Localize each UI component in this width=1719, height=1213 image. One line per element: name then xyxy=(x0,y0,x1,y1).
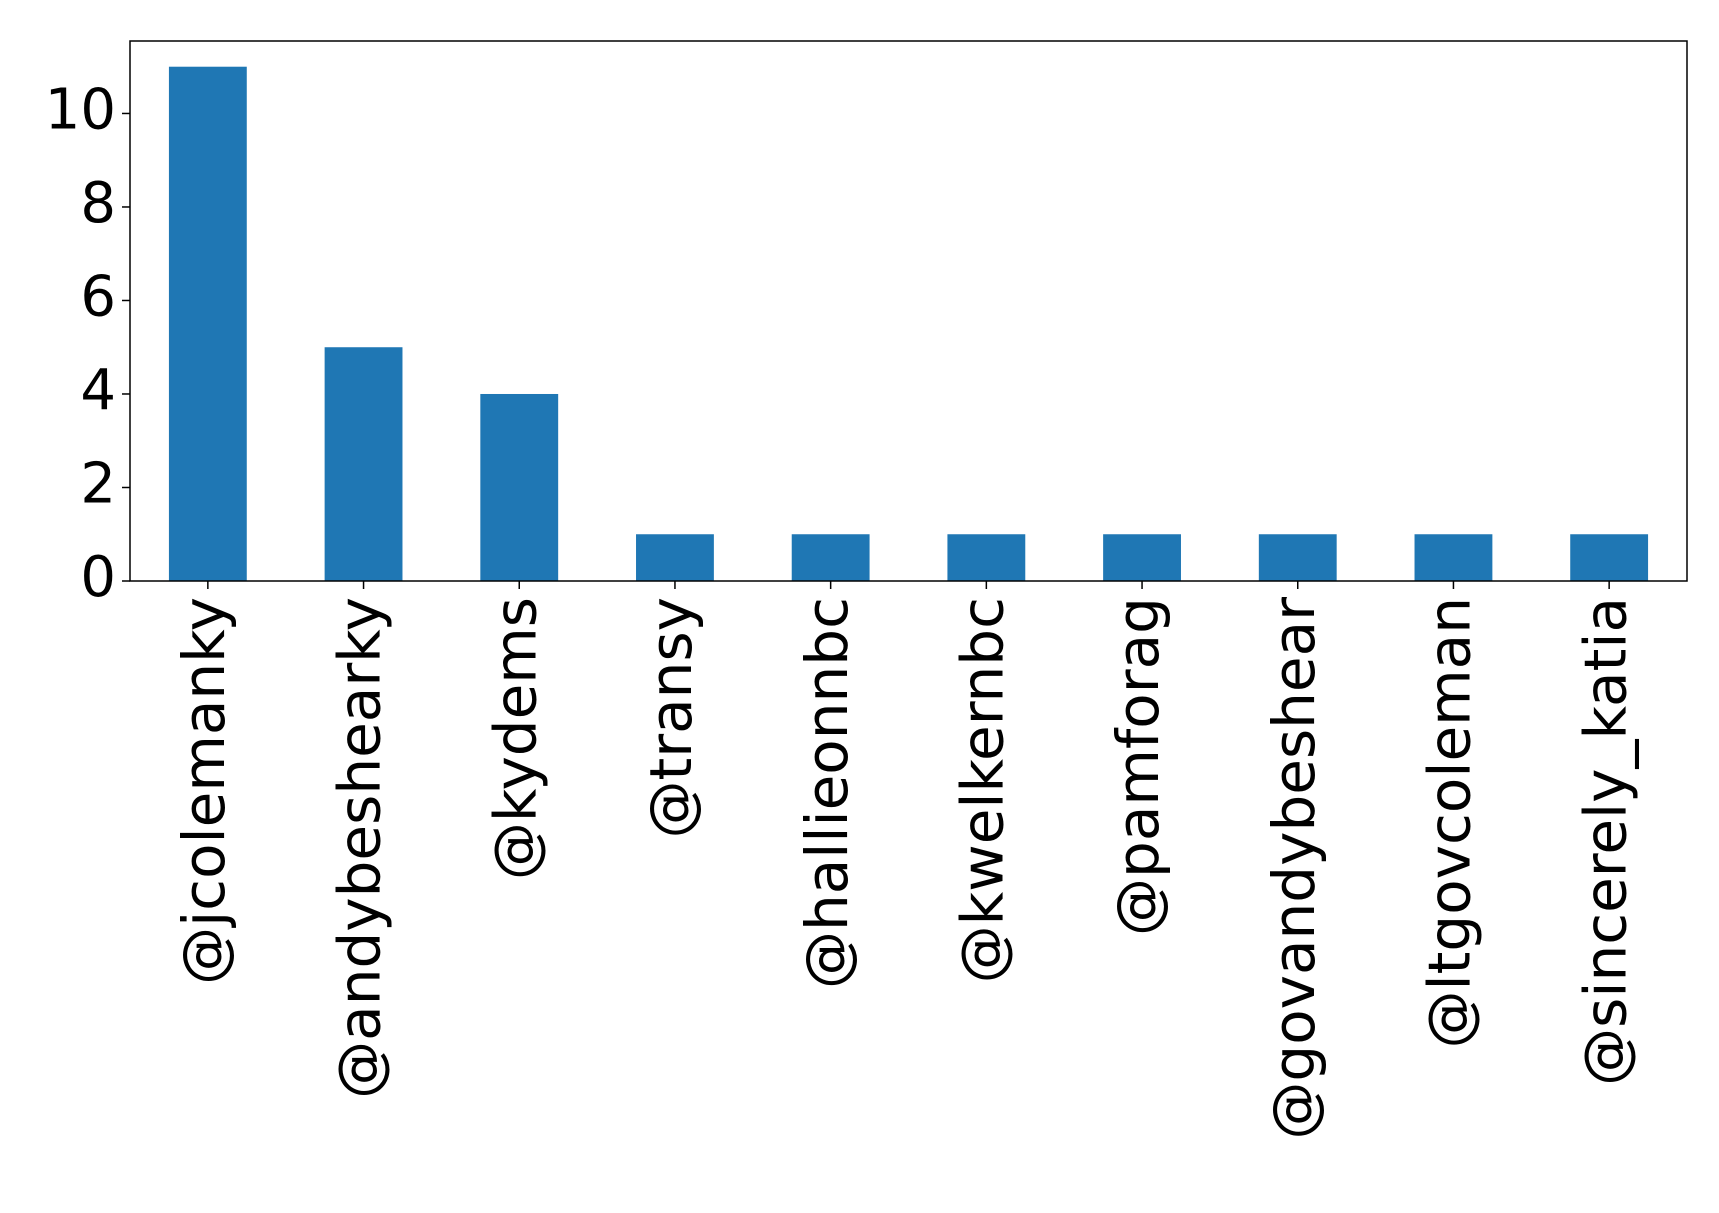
x-tick-label: @kydems xyxy=(481,597,549,880)
bar xyxy=(1570,534,1649,581)
x-tick-label: @kwelkernbc xyxy=(948,597,1016,983)
x-tick-label: @govandybeshear xyxy=(1260,597,1328,1140)
x-tick-label: @hallieonnbc xyxy=(793,597,861,989)
x-tick-label: @sincerely_katia xyxy=(1571,597,1639,1086)
y-tick-label: 2 xyxy=(80,452,116,517)
x-tick-label: @andybeshearky xyxy=(326,597,394,1099)
bar xyxy=(1258,534,1337,581)
y-tick-label: 6 xyxy=(80,265,116,330)
bar xyxy=(168,66,247,581)
plot-frame xyxy=(129,40,1688,582)
bar xyxy=(480,393,559,581)
bar xyxy=(324,347,403,581)
y-tick-label: 8 xyxy=(80,171,116,236)
bar xyxy=(791,534,870,581)
x-tick-label: @ltgovcoleman xyxy=(1416,597,1484,1048)
y-tick-label: 4 xyxy=(80,358,116,423)
bar xyxy=(947,534,1026,581)
y-tick-label: 0 xyxy=(80,545,116,610)
x-tick-label: @jcolemanky xyxy=(170,597,238,985)
x-tick-label: @transy xyxy=(637,597,705,838)
y-tick-label: 10 xyxy=(45,78,116,143)
bar xyxy=(1103,534,1181,581)
bar xyxy=(636,534,714,581)
x-tick-label: @pamforag xyxy=(1104,597,1172,936)
bar xyxy=(1414,534,1493,581)
